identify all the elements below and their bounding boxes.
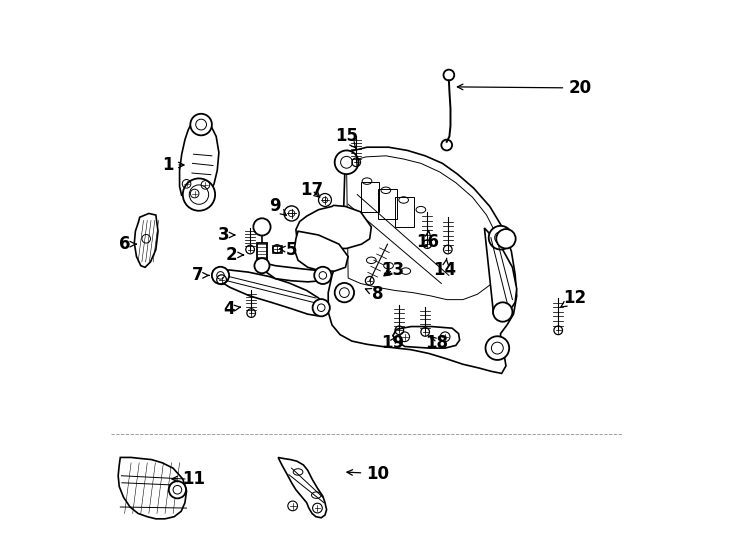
Text: 20: 20: [457, 79, 592, 97]
Text: 16: 16: [416, 230, 439, 251]
Text: 14: 14: [434, 258, 457, 279]
Text: 1: 1: [162, 156, 184, 174]
Text: 17: 17: [300, 181, 324, 199]
Polygon shape: [328, 147, 517, 374]
Text: 4: 4: [222, 300, 240, 318]
Polygon shape: [393, 327, 459, 348]
Polygon shape: [484, 228, 517, 318]
Polygon shape: [273, 246, 282, 253]
Text: 5: 5: [280, 240, 297, 259]
Polygon shape: [180, 120, 219, 201]
Text: 11: 11: [172, 470, 205, 488]
Text: 19: 19: [381, 334, 404, 352]
Polygon shape: [214, 270, 325, 316]
Text: 3: 3: [217, 226, 235, 244]
Text: 8: 8: [366, 285, 384, 303]
Polygon shape: [258, 258, 324, 282]
Text: 12: 12: [560, 289, 586, 308]
Circle shape: [313, 299, 330, 316]
Circle shape: [485, 336, 509, 360]
Text: 10: 10: [347, 464, 389, 483]
Circle shape: [489, 226, 512, 249]
Polygon shape: [278, 457, 327, 518]
Text: 15: 15: [335, 127, 358, 149]
Circle shape: [253, 218, 271, 235]
Text: 2: 2: [225, 246, 244, 264]
Circle shape: [212, 267, 229, 284]
Text: 6: 6: [119, 235, 136, 253]
Circle shape: [169, 481, 186, 498]
Circle shape: [335, 283, 354, 302]
Polygon shape: [294, 231, 348, 271]
FancyBboxPatch shape: [257, 243, 267, 265]
Text: 13: 13: [381, 261, 404, 279]
Text: 7: 7: [192, 266, 209, 285]
Polygon shape: [134, 213, 158, 267]
Text: 9: 9: [269, 198, 286, 215]
Circle shape: [314, 267, 332, 284]
Polygon shape: [296, 205, 371, 248]
Polygon shape: [118, 457, 186, 519]
Circle shape: [496, 229, 516, 248]
Circle shape: [183, 178, 215, 211]
Circle shape: [493, 302, 512, 322]
Text: 18: 18: [426, 334, 448, 352]
Circle shape: [255, 258, 269, 273]
Circle shape: [190, 114, 212, 136]
Circle shape: [335, 151, 358, 174]
